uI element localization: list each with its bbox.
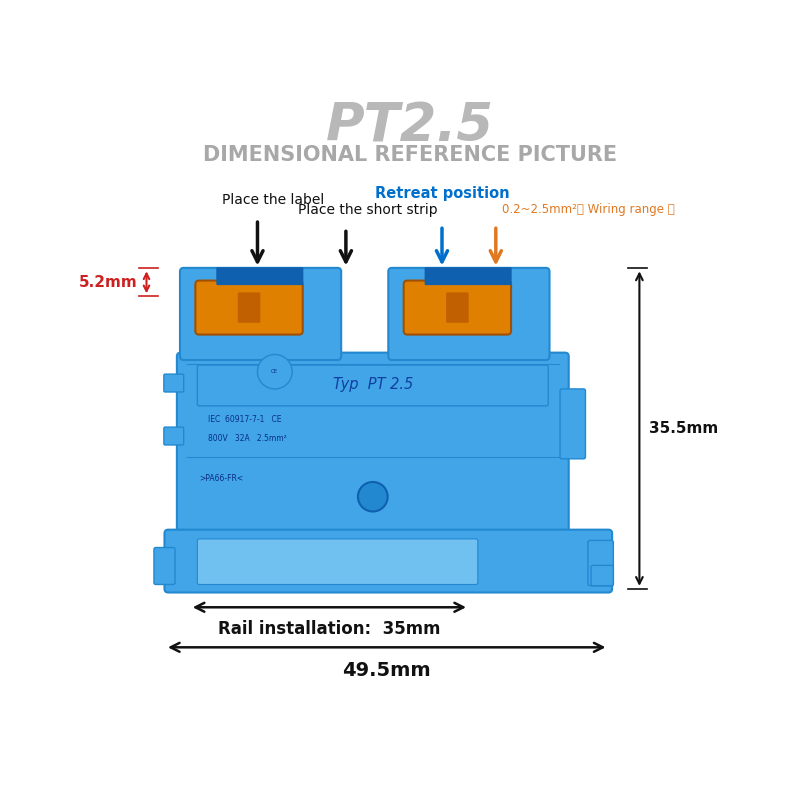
Text: 0.2~2.5mm²（ Wiring range ）: 0.2~2.5mm²（ Wiring range ） [502, 203, 674, 216]
FancyBboxPatch shape [404, 281, 511, 334]
Text: >PA66-FR<: >PA66-FR< [199, 474, 243, 482]
Text: Place the short strip: Place the short strip [298, 203, 438, 218]
Text: CE: CE [271, 370, 278, 374]
Text: 35.5mm: 35.5mm [649, 421, 718, 436]
Text: 800V   32A   2.5mm²: 800V 32A 2.5mm² [209, 434, 287, 443]
FancyBboxPatch shape [198, 365, 548, 406]
FancyBboxPatch shape [588, 541, 614, 586]
FancyBboxPatch shape [591, 566, 614, 586]
Text: DIMENSIONAL REFERENCE PICTURE: DIMENSIONAL REFERENCE PICTURE [203, 145, 617, 165]
FancyBboxPatch shape [164, 427, 184, 445]
Text: 5.2mm: 5.2mm [78, 275, 138, 290]
FancyBboxPatch shape [165, 530, 612, 593]
FancyBboxPatch shape [216, 267, 303, 285]
FancyBboxPatch shape [560, 389, 586, 459]
FancyBboxPatch shape [198, 539, 478, 585]
FancyBboxPatch shape [195, 281, 302, 334]
FancyBboxPatch shape [177, 353, 569, 540]
Text: Retreat position: Retreat position [374, 186, 510, 201]
Circle shape [358, 482, 388, 511]
Text: 49.5mm: 49.5mm [342, 661, 431, 680]
FancyBboxPatch shape [180, 268, 341, 360]
Text: IEC  60917-7-1   CE: IEC 60917-7-1 CE [209, 415, 282, 424]
FancyBboxPatch shape [425, 267, 512, 285]
Text: Rail installation:  35mm: Rail installation: 35mm [218, 619, 441, 638]
Text: Typ  PT 2.5: Typ PT 2.5 [333, 378, 413, 393]
FancyBboxPatch shape [388, 268, 550, 360]
FancyBboxPatch shape [446, 292, 469, 323]
FancyBboxPatch shape [238, 292, 260, 323]
Text: Place the label: Place the label [222, 193, 324, 207]
Text: PT2.5: PT2.5 [326, 101, 494, 153]
FancyBboxPatch shape [154, 547, 175, 585]
FancyBboxPatch shape [164, 374, 184, 392]
Circle shape [258, 354, 292, 389]
